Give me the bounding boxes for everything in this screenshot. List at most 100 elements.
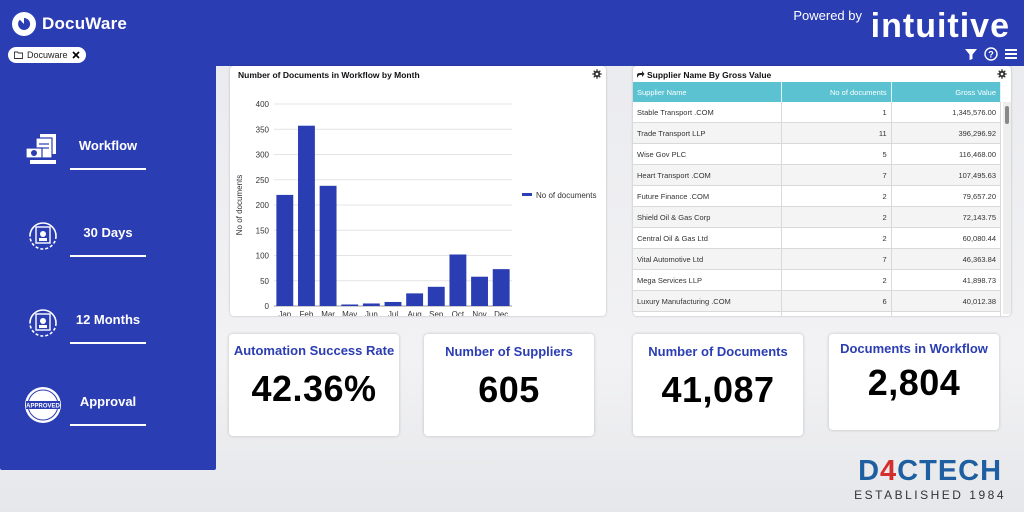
x-tick-label: Jan — [278, 310, 291, 316]
bar — [427, 286, 445, 306]
gross-value-cell: 41,898.73 — [891, 269, 1002, 291]
gear-icon[interactable] — [997, 69, 1007, 79]
x-tick-label: Mar — [321, 310, 335, 316]
table-row[interactable]: Vital Automotive Ltd 7 46,363.84 — [633, 248, 1002, 270]
table-row[interactable]: Shield Oil & Gas Corp 2 72,143.75 — [633, 206, 1002, 228]
sidebar-item-label: Approval — [79, 394, 137, 409]
table-row[interactable]: Future Finance .COM 2 79,657.20 — [633, 185, 1002, 207]
x-tick-label: Feb — [300, 310, 314, 316]
chart-panel-title: Number of Documents in Workflow by Month — [238, 70, 420, 80]
x-tick-label: Jul — [388, 310, 398, 316]
y-tick-label: 400 — [256, 100, 270, 109]
bar — [471, 276, 488, 306]
supplier-name-cell: Stable Transport .COM — [633, 102, 783, 123]
gross-value-cell: 396,296.92 — [891, 122, 1002, 144]
y-tick-label: 0 — [265, 302, 270, 311]
filter-icon[interactable] — [964, 47, 978, 61]
kpi-title: Number of Suppliers — [445, 344, 573, 359]
table-scrollbar[interactable] — [1003, 102, 1011, 314]
nav-underline — [70, 168, 146, 170]
bar — [362, 303, 380, 306]
legend-swatch — [522, 193, 532, 196]
gross-value-cell: 1,345,576.00 — [891, 102, 1002, 123]
docuware-logo-icon — [12, 12, 36, 36]
established-tagline: ESTABLISHED 1984 — [854, 488, 1006, 502]
calendar-cycle-icon — [29, 222, 57, 250]
documents-cell: 7 — [781, 164, 892, 186]
documents-cell: 6 — [781, 290, 892, 312]
x-tick-label: Aug — [408, 310, 422, 316]
d4ctech-logo: D4CTECH ESTABLISHED 1984 — [854, 456, 1006, 502]
help-icon[interactable]: ? — [984, 47, 998, 61]
gross-value-cell: 60,080.44 — [891, 227, 1002, 249]
nav-underline — [70, 424, 146, 426]
table-row[interactable]: Stable Transport .COM 1 1,345,576.00 — [633, 102, 1002, 123]
d4ctech-wordmark: D4CTECH — [854, 456, 1006, 486]
kpi-title: Number of Documents — [648, 344, 788, 359]
supplier-table-panel: Supplier Name By Gross Value Supplier Na… — [633, 66, 1011, 316]
documents-cell: 2 — [781, 269, 892, 291]
gross-value-cell: 46,363.84 — [891, 248, 1002, 270]
supplier-name-cell: Central Oil & Gas Ltd — [633, 227, 783, 249]
table-row[interactable]: Trade Transport LLP 11 396,296.92 — [633, 122, 1002, 144]
table-row[interactable]: Central Oil & Gas Ltd 2 60,080.44 — [633, 227, 1002, 249]
bar — [298, 125, 315, 306]
powered-by: Powered by intuitive — [793, 6, 1010, 46]
menu-icon[interactable] — [1004, 47, 1018, 61]
logo-part: 4 — [880, 455, 898, 487]
table-row[interactable]: Luxury Manufacturing .COM 6 40,012.38 — [633, 290, 1002, 312]
kpi-title: Automation Success Rate — [233, 343, 395, 358]
supplier-name-cell: Future Finance .COM — [633, 185, 783, 207]
y-tick-label: 350 — [256, 125, 270, 134]
kpi-documents-in-workflow: Documents in Workflow 2,804 — [829, 334, 999, 430]
column-header-supplier[interactable]: Supplier Name — [633, 82, 783, 102]
table-row[interactable]: Mega Services LLP 2 41,898.73 — [633, 269, 1002, 291]
sidebar-item-workflow[interactable]: Workflow — [22, 124, 152, 174]
documents-cell: 1 — [781, 102, 892, 123]
scroll-thumb[interactable] — [1005, 106, 1009, 124]
powered-by-label: Powered by — [793, 8, 862, 23]
x-tick-label: Nov — [472, 310, 486, 316]
close-icon[interactable] — [71, 51, 80, 59]
table-row[interactable]: Heart Transport .COM 7 107,495.63 — [633, 164, 1002, 186]
kpi-number-of-suppliers: Number of Suppliers 605 — [424, 334, 594, 436]
supplier-name-cell: Heart Transport .COM — [633, 164, 783, 186]
table-row[interactable]: Wise Gov PLC 5 116,468.00 — [633, 143, 1002, 165]
partner-brand: intuitive — [870, 7, 1010, 45]
toolbar: ? — [964, 47, 1018, 61]
logo-part: CTECH — [897, 455, 1003, 487]
column-header-gross-value[interactable]: Gross Value — [891, 82, 1002, 102]
svg-text:APPROVED: APPROVED — [26, 404, 60, 410]
sidebar-item-12-months[interactable]: 12 Months — [22, 298, 152, 348]
sidebar-item-approval[interactable]: APPROVED Approval — [22, 380, 152, 430]
documents-cell: 2 — [781, 185, 892, 207]
bar — [492, 269, 510, 306]
bar — [341, 304, 359, 306]
sidebar-item-label: 30 Days — [83, 225, 133, 240]
gear-icon[interactable] — [592, 69, 602, 79]
bar — [276, 194, 294, 306]
sidebar: Workflow 30 Days 12 Months APPROVED — [0, 66, 216, 470]
kpi-value: 605 — [478, 369, 540, 410]
table-row[interactable]: Power Retail Ltd836,447.41 — [633, 311, 1002, 316]
documents-cell: 11 — [781, 122, 892, 144]
brand-name: DocuWare — [42, 14, 128, 33]
sidebar-item-label: 12 Months — [75, 312, 141, 327]
gross-value-cell: 79,657.20 — [891, 185, 1002, 207]
x-tick-label: Sep — [429, 310, 444, 316]
gross-value-cell: 72,143.75 — [891, 206, 1002, 228]
sidebar-item-30-days[interactable]: 30 Days — [22, 211, 152, 261]
column-header-documents[interactable]: No of documents — [781, 82, 892, 102]
logo-part: D — [858, 455, 881, 487]
x-tick-label: May — [342, 310, 357, 316]
nav-underline — [70, 342, 146, 344]
share-icon[interactable] — [636, 70, 645, 79]
table-panel-title: Supplier Name By Gross Value — [647, 70, 772, 80]
nav-underline — [70, 255, 146, 257]
tab-docuware[interactable]: Docuware — [8, 47, 86, 63]
docuware-logo[interactable]: DocuWare — [12, 12, 127, 36]
approved-stamp-icon: APPROVED — [25, 387, 61, 423]
kpi-title: Documents in Workflow — [840, 341, 988, 356]
documents-cell: 5 — [781, 143, 892, 165]
y-tick-label: 300 — [256, 151, 270, 160]
